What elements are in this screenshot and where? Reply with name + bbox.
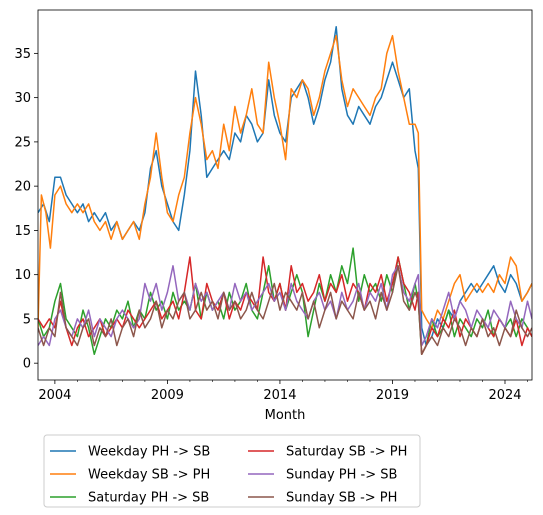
y-tick-label: 10: [14, 268, 31, 283]
y-tick-label: 35: [14, 47, 31, 62]
x-tick-label: 2019: [376, 388, 409, 403]
x-tick-label: 2004: [38, 388, 71, 403]
legend-label-2: Weekday SB -> PH: [88, 468, 210, 483]
y-tick-label: 15: [14, 224, 31, 239]
y-tick-label: 20: [14, 180, 31, 195]
legend-label-1: Weekday PH -> SB: [88, 445, 210, 460]
x-axis: 2004 2009 2014 2019 2024: [38, 380, 528, 403]
x-tick-label: 2014: [263, 388, 296, 403]
legend: Weekday PH -> SB Weekday SB -> PH Saturday…: [43, 434, 421, 508]
series-lines: [38, 26, 532, 356]
y-tick-label: 0: [23, 357, 31, 372]
y-tick-label: 5: [23, 312, 31, 327]
y-axis: 0 5 10 15 20 25 30 35: [14, 47, 38, 372]
x-axis-label: Month: [265, 408, 306, 423]
series-line-1: [38, 26, 532, 347]
y-tick-label: 30: [14, 91, 31, 106]
plot-frame: [37, 9, 533, 381]
legend-label-6: Sunday SB -> PH: [286, 491, 397, 506]
legend-box: [43, 434, 421, 508]
series-line-2: [38, 34, 532, 329]
x-tick-label: 2009: [151, 388, 184, 403]
legend-label-3: Saturday PH -> SB: [88, 491, 209, 506]
legend-label-4: Saturday SB -> PH: [286, 445, 407, 460]
series-line-3: [38, 247, 532, 356]
x-tick-label: 2024: [488, 388, 521, 403]
series-line-6: [38, 265, 532, 356]
legend-label-5: Sunday PH -> SB: [286, 468, 397, 483]
series-line-4: [38, 256, 532, 356]
y-tick-label: 25: [14, 135, 31, 150]
